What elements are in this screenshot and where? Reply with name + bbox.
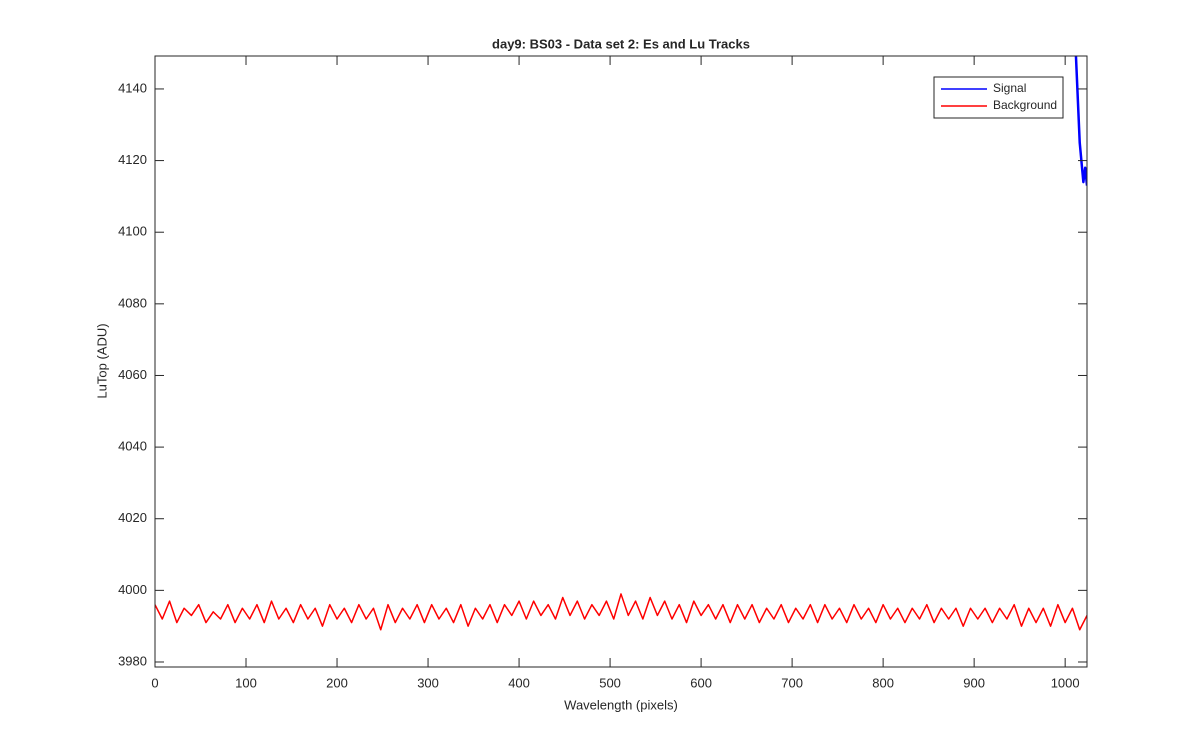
y-tick-label: 4060	[118, 367, 147, 382]
x-axis-label: Wavelength (pixels)	[564, 697, 678, 712]
y-tick-label: 4040	[118, 439, 147, 454]
x-tick-label: 100	[235, 675, 257, 690]
x-tick-label: 200	[326, 675, 348, 690]
y-tick-label: 4100	[118, 224, 147, 239]
y-tick-label: 3980	[118, 653, 147, 668]
series-line	[1074, 56, 1087, 186]
legend-label: Background	[993, 98, 1057, 112]
x-tick-label: 1000	[1051, 675, 1080, 690]
x-tick-label: 0	[151, 675, 158, 690]
x-tick-label: 500	[599, 675, 621, 690]
y-tick-label: 4140	[118, 80, 147, 95]
y-tick-label: 4000	[118, 582, 147, 597]
x-tick-label: 800	[872, 675, 894, 690]
x-tick-label: 900	[963, 675, 985, 690]
x-tick-label: 400	[508, 675, 530, 690]
legend-label: Signal	[993, 81, 1026, 95]
x-tick-label: 600	[690, 675, 712, 690]
x-tick-label: 300	[417, 675, 439, 690]
series-line	[155, 593, 1087, 631]
chart-title: day9: BS03 - Data set 2: Es and Lu Track…	[492, 36, 750, 51]
x-tick-label: 700	[781, 675, 803, 690]
y-axis-label: LuTop (ADU)	[94, 323, 109, 398]
legend-box	[933, 76, 1064, 119]
y-tick-label: 4120	[118, 152, 147, 167]
y-tick-label: 4020	[118, 510, 147, 525]
plot-area	[155, 56, 1087, 631]
axes-box	[154, 55, 1088, 668]
y-tick-label: 4080	[118, 295, 147, 310]
